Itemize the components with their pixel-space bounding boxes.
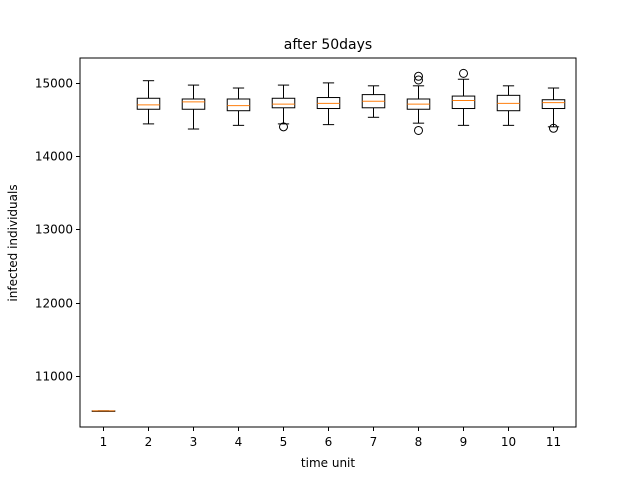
box-5-box xyxy=(271,97,296,109)
x-axis-label: time unit xyxy=(301,456,355,470)
y-tick-label-14000: 14000 xyxy=(35,150,73,164)
box-5-flier-0 xyxy=(279,122,288,132)
x-tick-label-4: 4 xyxy=(235,435,243,449)
y-axis-label: infected individuals xyxy=(6,184,20,301)
box-8-flier-1 xyxy=(414,75,423,85)
x-tick-label-8: 8 xyxy=(415,435,423,449)
box-8-flier-2 xyxy=(414,71,423,81)
box-11-flier-0 xyxy=(549,123,558,133)
x-tick-label-11: 11 xyxy=(546,435,561,449)
box-4-box xyxy=(226,98,251,112)
plot-layer: 1 2 3 4 5 6 7 8 9 10 11 11000 12000 13000 14000 15000 xyxy=(35,57,577,449)
x-tick-label-9: 9 xyxy=(460,435,468,449)
y-tick-label-11000: 11000 xyxy=(35,370,73,384)
chart-title: after 50days xyxy=(284,37,372,53)
x-tick-label-3: 3 xyxy=(190,435,198,449)
box-2-box xyxy=(136,97,161,110)
y-tick-label-13000: 13000 xyxy=(35,223,73,237)
y-tick-label-15000: 15000 xyxy=(35,77,73,91)
box-11-box xyxy=(541,99,566,110)
x-tick-label-6: 6 xyxy=(325,435,333,449)
x-tick-label-7: 7 xyxy=(370,435,378,449)
x-tick-label-10: 10 xyxy=(501,435,516,449)
box-8-flier-0 xyxy=(414,125,423,135)
x-tick-label-5: 5 xyxy=(280,435,288,449)
x-tick-label-1: 1 xyxy=(100,435,108,449)
x-tick-label-2: 2 xyxy=(145,435,153,449)
box-9-box xyxy=(451,95,476,110)
box-9-flier-0 xyxy=(459,68,468,78)
y-tick-label-12000: 12000 xyxy=(35,297,73,311)
box-3-box xyxy=(181,98,206,110)
